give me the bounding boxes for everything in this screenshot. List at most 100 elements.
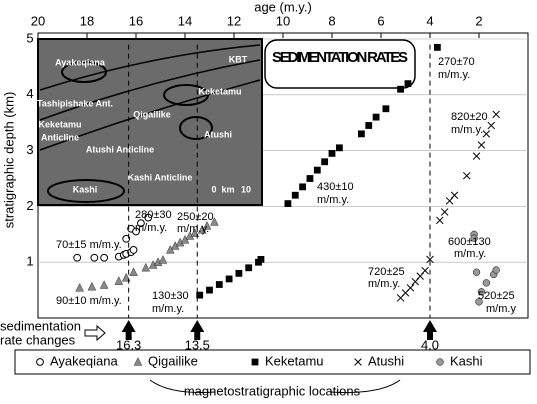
rate-change-arrow xyxy=(121,320,136,340)
point xyxy=(299,183,306,191)
point xyxy=(404,80,412,88)
point xyxy=(477,141,486,149)
map-label: km xyxy=(221,184,234,194)
point xyxy=(122,234,131,243)
point xyxy=(492,266,500,274)
rate-annotation: m/m.y. xyxy=(368,278,400,290)
point xyxy=(132,227,140,236)
rate-annotation: m/m.y. xyxy=(317,194,349,206)
point xyxy=(372,113,380,121)
legend-marker xyxy=(133,357,143,366)
map-label: Keketamu xyxy=(38,119,81,129)
point xyxy=(472,268,481,276)
legend-caption: magnetostratigraphic locations xyxy=(184,383,361,398)
point xyxy=(87,281,97,291)
rate-annotation: 820±20 xyxy=(451,111,488,123)
map-ellipse xyxy=(61,61,107,83)
rate-annotation: 280±30 xyxy=(135,209,172,221)
rate-annotation: 70±15 m/m.y. xyxy=(56,239,122,251)
map-label: 10 xyxy=(241,184,251,194)
point xyxy=(100,253,109,262)
rate-annotation: m/m.y. xyxy=(438,69,470,81)
rate-annotation: 90±10 m/m.y. xyxy=(56,295,122,307)
x-tick-label: 18 xyxy=(80,13,94,28)
legend-label: Qigailike xyxy=(148,353,198,368)
rate-annotation: m/m.y. xyxy=(152,303,184,315)
x-tick-label: 14 xyxy=(178,13,192,28)
rate-change-arrow xyxy=(190,320,205,340)
point xyxy=(206,286,213,294)
point xyxy=(382,105,390,113)
map-label: Atushi xyxy=(204,129,232,139)
point xyxy=(482,130,491,138)
rate-annotation: 430±10 xyxy=(317,181,354,193)
point xyxy=(291,191,299,199)
y-tick-label: 3 xyxy=(26,142,33,157)
x-tick-label: 12 xyxy=(227,13,241,28)
point xyxy=(210,217,219,226)
map-label: KBT xyxy=(229,54,248,64)
point xyxy=(284,200,292,208)
rate-annotation: 520±25 xyxy=(478,290,515,302)
legend-marker xyxy=(251,358,259,366)
title-box xyxy=(264,39,416,89)
y-axis-label: stratigraphic depth (km) xyxy=(1,92,16,229)
point xyxy=(421,266,429,275)
y-tick-label: 1 xyxy=(26,254,33,269)
map-label: Ayakeqiana xyxy=(55,57,106,67)
point xyxy=(450,191,459,199)
map-ellipse xyxy=(163,84,209,106)
point xyxy=(99,280,109,289)
point xyxy=(306,175,314,182)
rate-annotation: m/m.y xyxy=(486,303,516,315)
map-label: Kashi Anticline xyxy=(128,172,193,182)
rate-annotation: 720±25 xyxy=(368,266,405,278)
y-tick-label: 2 xyxy=(26,198,33,213)
point xyxy=(436,216,444,225)
legend-marker xyxy=(436,358,444,366)
point xyxy=(487,121,496,130)
rate-annotation: m/m.y. xyxy=(451,124,483,136)
point xyxy=(141,262,151,272)
map-label: Keketamu xyxy=(198,86,241,96)
map-label: Tashipishake Ant. xyxy=(37,98,113,108)
map-label: Qigailike xyxy=(133,109,171,119)
x-tick-label: 2 xyxy=(475,13,482,28)
point xyxy=(462,171,471,180)
rate-annotation: 600±130 xyxy=(448,236,491,248)
point xyxy=(472,152,481,160)
point xyxy=(257,256,265,263)
map-label: Kashi xyxy=(73,184,98,194)
x-axis-label: age (m.y.) xyxy=(254,0,312,14)
x-tick-label: 6 xyxy=(377,13,384,28)
point xyxy=(433,43,441,51)
rate-annotation: 130±30 xyxy=(152,290,189,302)
point xyxy=(313,166,321,174)
rate-change-label: 13.5 xyxy=(185,337,210,352)
point xyxy=(477,288,486,296)
point xyxy=(144,213,153,222)
rate-changes-label: sedimentation xyxy=(0,318,81,333)
legend-box xyxy=(14,349,531,375)
y-tick-label: 5 xyxy=(26,30,33,45)
point xyxy=(196,291,204,299)
map-ellipse xyxy=(179,116,213,140)
point xyxy=(365,122,373,129)
legend-label: Atushi xyxy=(368,353,404,368)
rate-annotation: m/m.y. xyxy=(454,248,486,260)
point xyxy=(426,255,434,264)
point xyxy=(129,246,138,254)
point xyxy=(406,284,415,292)
rate-annotation: 270±70 xyxy=(438,56,475,68)
rate-annotation: m/m.y. xyxy=(177,223,209,235)
point xyxy=(129,267,138,276)
point xyxy=(75,282,84,292)
point xyxy=(235,269,243,277)
rate-change-label: 4.0 xyxy=(421,337,439,352)
point xyxy=(358,130,365,138)
rate-annotation: m/m.y. xyxy=(135,222,167,234)
rate-changes-label: rate changes xyxy=(0,332,76,347)
point xyxy=(90,253,99,262)
x-tick-label: 8 xyxy=(328,13,335,28)
